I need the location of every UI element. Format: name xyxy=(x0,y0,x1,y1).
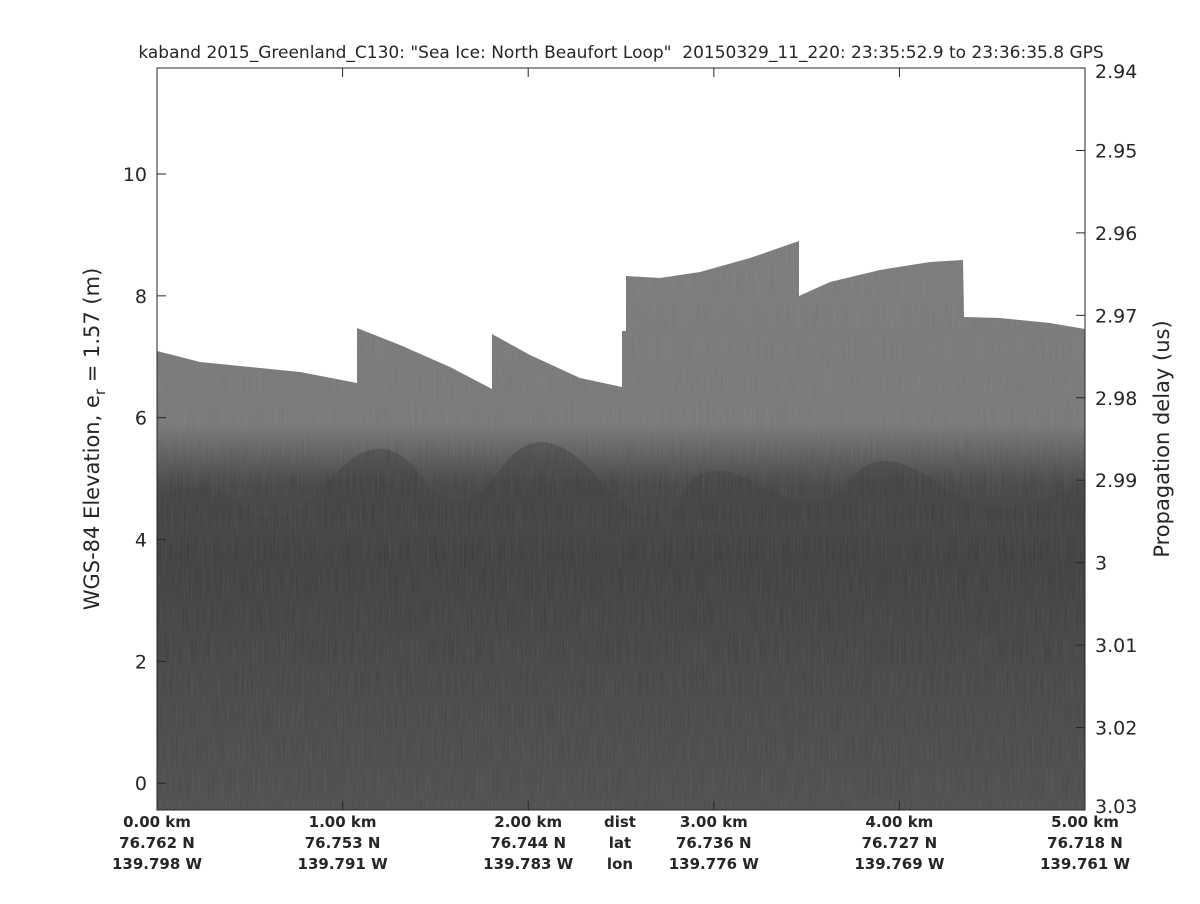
row-header: lon xyxy=(607,855,633,873)
y2-tick-label: 2.94 xyxy=(1095,61,1137,83)
lat-label: 76.753 N xyxy=(305,834,381,852)
y-label-subscript: r xyxy=(91,388,109,395)
y2-axis-label: Propagation delay (us) xyxy=(1150,320,1174,557)
x-tick-label: 2.00 km xyxy=(494,813,562,831)
y-tick-label: 10 xyxy=(123,164,147,186)
y2-tick-label: 3.03 xyxy=(1095,796,1137,818)
echogram xyxy=(157,241,1085,810)
x-tick-label: 1.00 km xyxy=(309,813,377,831)
chart-title: kaband 2015_Greenland_C130: "Sea Ice: No… xyxy=(138,43,1103,63)
lat-label: 76.744 N xyxy=(490,834,566,852)
y2-tick-label: 2.96 xyxy=(1095,223,1137,245)
lat-label: 76.727 N xyxy=(862,834,938,852)
lon-label: 139.783 W xyxy=(483,855,574,873)
row-header: dist xyxy=(604,813,636,831)
lat-label: 76.762 N xyxy=(119,834,195,852)
y2-tick-label: 2.95 xyxy=(1095,140,1137,162)
y2-tick-label: 2.97 xyxy=(1095,305,1137,327)
y-tick-label: 2 xyxy=(135,651,147,673)
y-tick-label: 8 xyxy=(135,286,147,308)
y-label-suffix: = 1.57 (m) xyxy=(80,268,104,389)
y2-tick-label: 2.99 xyxy=(1095,470,1137,492)
y-tick-label: 4 xyxy=(135,530,147,552)
y2-tick-label: 2.98 xyxy=(1095,388,1137,410)
lat-label: 76.736 N xyxy=(676,834,752,852)
lon-label: 139.798 W xyxy=(112,855,203,873)
lon-label: 139.769 W xyxy=(854,855,945,873)
y-axis-label: WGS-84 Elevation, er = 1.57 (m) xyxy=(80,268,109,611)
x-tick-label: 3.00 km xyxy=(680,813,748,831)
y-label-text: WGS-84 Elevation, e xyxy=(80,395,104,610)
y2-tick-label: 3.02 xyxy=(1095,718,1137,740)
y-tick-label: 6 xyxy=(135,408,147,430)
x-tick-label: 4.00 km xyxy=(865,813,933,831)
x-tick-label: 0.00 km xyxy=(123,813,191,831)
lon-label: 139.761 W xyxy=(1040,855,1131,873)
lon-label: 139.791 W xyxy=(298,855,389,873)
x-tick-label: 5.00 km xyxy=(1051,813,1119,831)
lon-label: 139.776 W xyxy=(669,855,760,873)
y2-tick-label: 3 xyxy=(1095,553,1107,575)
y-tick-label: 0 xyxy=(135,773,147,795)
lat-label: 76.718 N xyxy=(1047,834,1123,852)
plot-frame xyxy=(156,67,1086,811)
y2-tick-label: 3.01 xyxy=(1095,635,1137,657)
row-header: lat xyxy=(609,834,631,852)
